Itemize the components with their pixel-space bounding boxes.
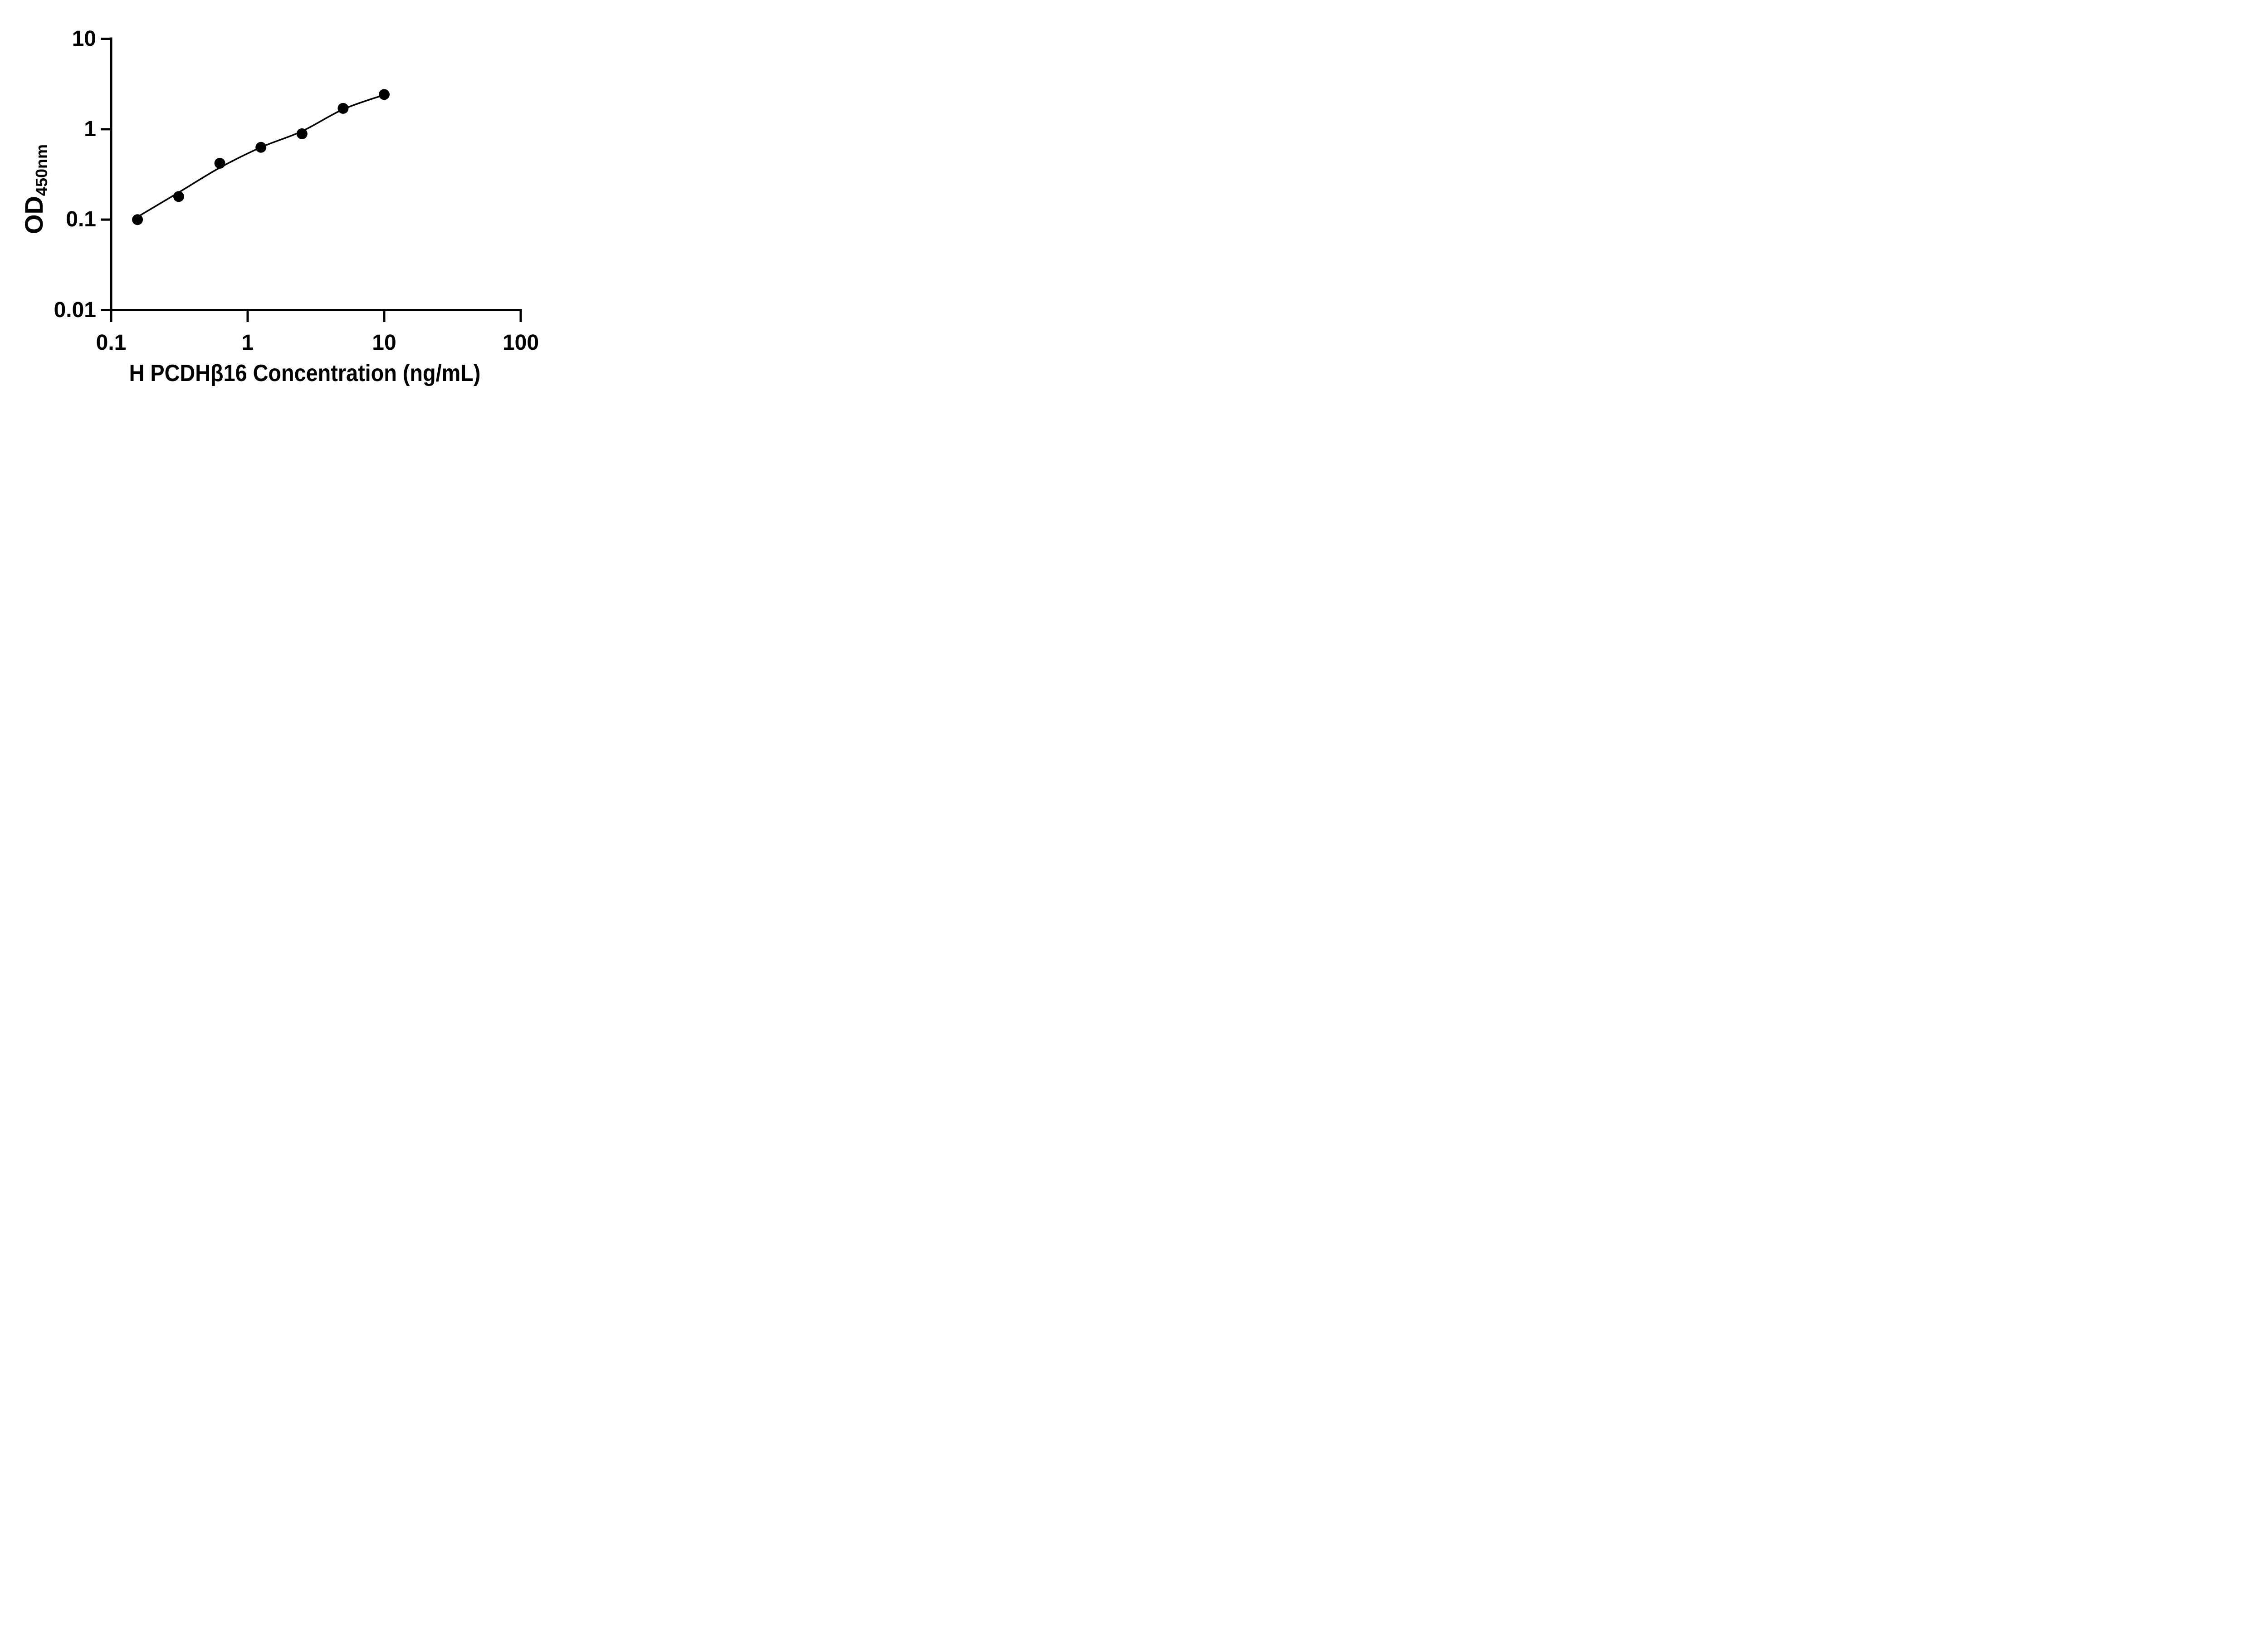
- y-tick-label-0.1: 0.1: [66, 207, 96, 232]
- x-tick-label-10: 10: [372, 331, 396, 355]
- y-axis-title: OD450nm: [16, 76, 52, 303]
- elisa-standard-curve-figure: 10 1 0.1 0.01 0.1 1 10 100 OD450nm H PCDHβ16 C…: [0, 0, 583, 408]
- y-tick-label-10: 10: [72, 26, 96, 51]
- axes: [101, 37, 522, 322]
- data-point: [379, 89, 390, 100]
- x-tick-label-0.1: 0.1: [96, 331, 127, 355]
- y-tick-label-0.01: 0.01: [54, 298, 96, 322]
- data-points: [132, 89, 390, 225]
- x-axis-title: H PCDHβ16 Concentration (ng/mL): [129, 360, 481, 386]
- data-point: [173, 191, 184, 202]
- x-tick-label-100: 100: [502, 331, 539, 355]
- data-point: [132, 214, 143, 225]
- y-axis-title-subscript: 450nm: [32, 144, 51, 196]
- data-point: [296, 128, 308, 139]
- plot-canvas: [101, 37, 522, 322]
- y-tick-label-1: 1: [84, 117, 96, 141]
- data-point: [214, 157, 225, 169]
- x-tick-label-1: 1: [241, 331, 254, 355]
- data-point: [337, 103, 349, 114]
- y-axis-title-main: OD: [20, 196, 48, 235]
- data-point: [255, 142, 267, 153]
